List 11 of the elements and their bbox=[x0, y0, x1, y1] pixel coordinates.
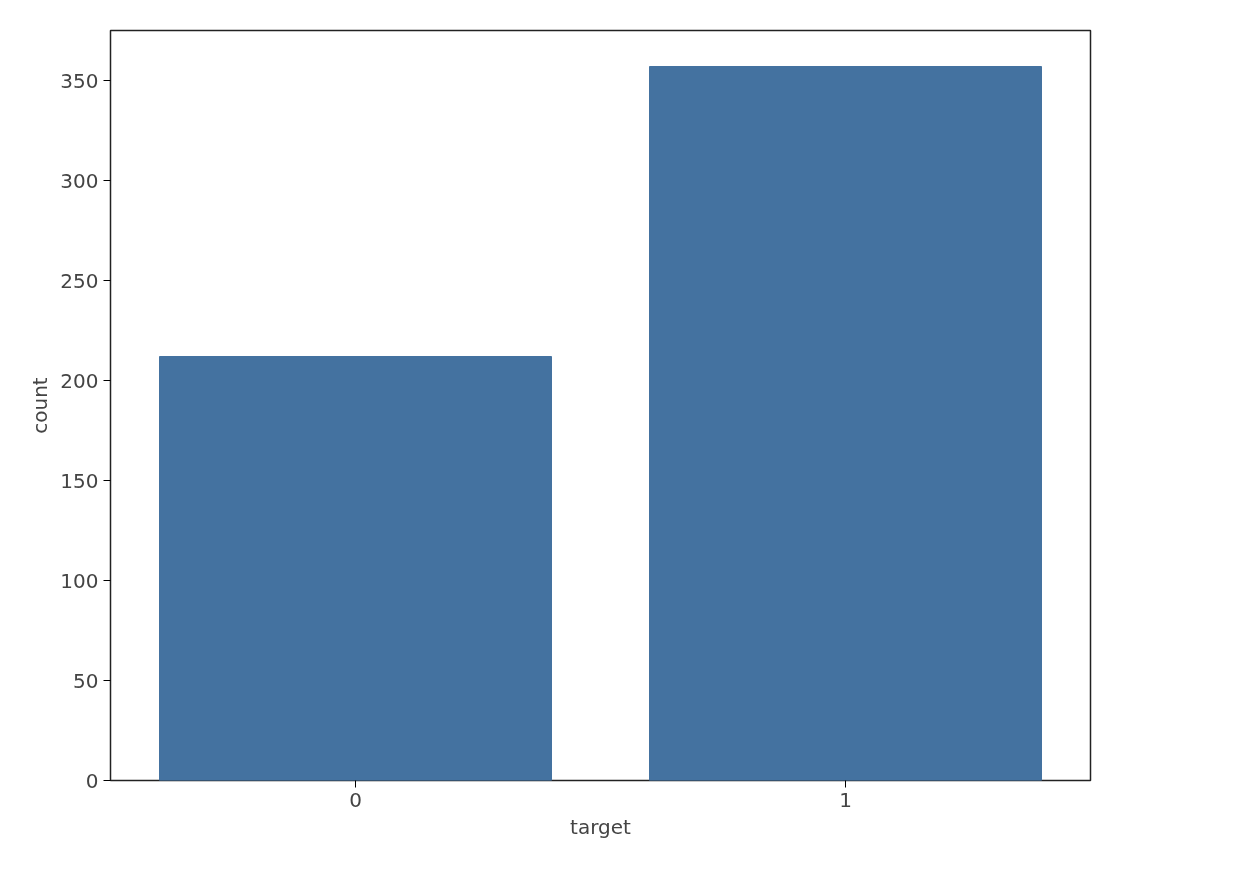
x-tick-label: 1 bbox=[839, 787, 852, 812]
y-tick-label: 350 bbox=[60, 68, 99, 93]
y-tick-label: 250 bbox=[60, 268, 99, 293]
y-tick-label: 0 bbox=[85, 768, 99, 793]
x-axis-title: target bbox=[570, 814, 632, 839]
y-tick-label: 50 bbox=[73, 668, 99, 693]
y-tick-label: 300 bbox=[60, 168, 99, 193]
y-tick-label: 100 bbox=[60, 568, 99, 593]
y-tick-label: 200 bbox=[60, 368, 99, 393]
y-tick-label: 150 bbox=[60, 468, 99, 493]
y-axis-title: count bbox=[28, 377, 53, 434]
